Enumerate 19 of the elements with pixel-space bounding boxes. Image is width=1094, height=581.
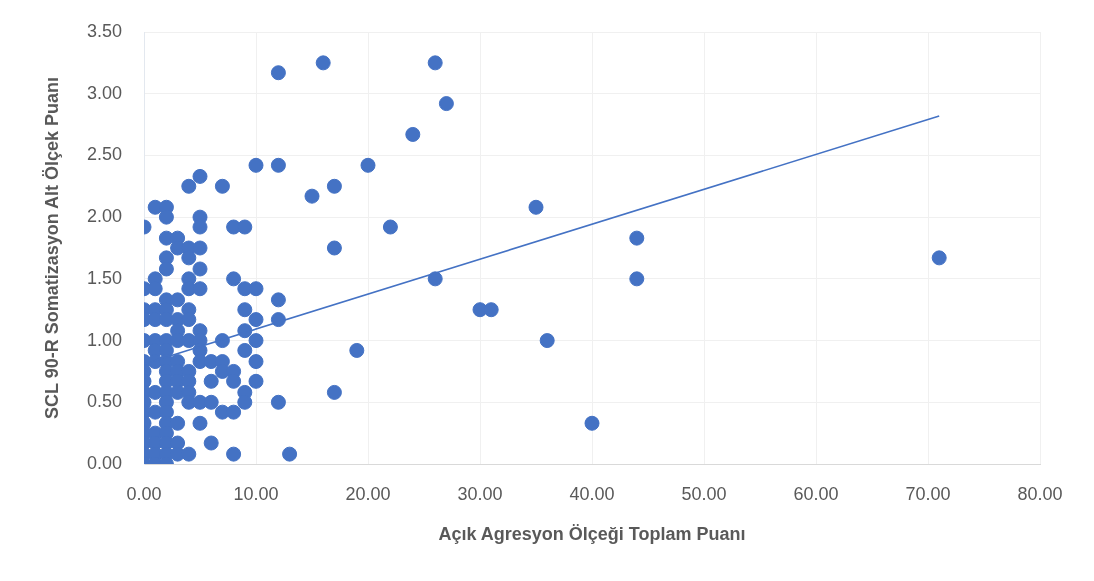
y-tick-label: 0.50 bbox=[86, 391, 122, 412]
y-tick-label: 3.50 bbox=[86, 20, 122, 41]
y-tick-label: 3.00 bbox=[86, 82, 122, 103]
y-tick-label: 2.00 bbox=[86, 206, 122, 227]
x-axis-title: Açık Agresyon Ölçeği Toplam Puanı bbox=[438, 524, 746, 545]
x-tick-label: 0.00 bbox=[126, 483, 162, 504]
y-tick-label: 1.50 bbox=[86, 267, 122, 288]
x-tick-label: 80.00 bbox=[1017, 483, 1063, 504]
x-tick-label: 40.00 bbox=[569, 483, 615, 504]
y-tick-label: 0.00 bbox=[86, 452, 122, 473]
x-tick-label: 70.00 bbox=[905, 483, 951, 504]
x-tick-label: 50.00 bbox=[681, 483, 727, 504]
y-tick-label: 1.00 bbox=[86, 329, 122, 350]
x-tick-label: 60.00 bbox=[793, 483, 839, 504]
y-tick-label: 2.50 bbox=[86, 144, 122, 165]
x-tick-label: 10.00 bbox=[233, 483, 279, 504]
x-tick-label: 30.00 bbox=[457, 483, 503, 504]
x-tick-label: 20.00 bbox=[345, 483, 391, 504]
y-axis-title: SCL 90-R Somatizasyon Alt Ölçek Puanı bbox=[41, 76, 62, 420]
